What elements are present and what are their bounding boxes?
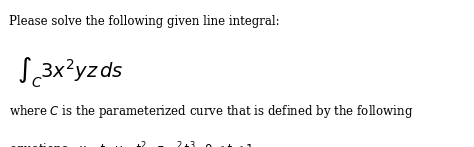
Text: equations.: $x = t,\ y = t^2,\ z = \frac{2}{3}t^3,\ 0 \leq t \leq 1.$: equations.: $x = t,\ y = t^2,\ z = \frac…: [9, 140, 258, 147]
Text: where $C$ is the parameterized curve that is defined by the following: where $C$ is the parameterized curve tha…: [9, 103, 414, 120]
Text: Please solve the following given line integral:: Please solve the following given line in…: [9, 15, 280, 28]
Text: $\int_C 3x^2yz\, ds$: $\int_C 3x^2yz\, ds$: [17, 56, 123, 90]
